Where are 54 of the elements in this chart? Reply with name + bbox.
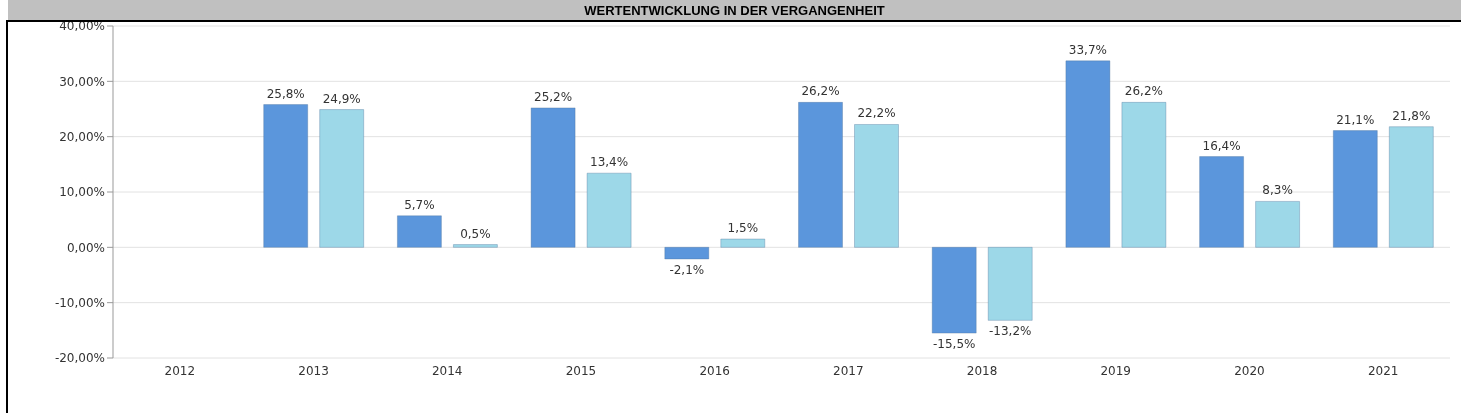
bar [530, 107, 576, 248]
x-tick-label: 2012 [164, 363, 196, 378]
y-tick-label: -20,00% [54, 351, 105, 366]
bar [1199, 156, 1245, 248]
y-tick-label: 10,00% [59, 185, 105, 200]
data-label: 8,3% [1262, 183, 1293, 198]
data-label: 26,2% [1124, 84, 1163, 99]
data-label: 33,7% [1068, 42, 1107, 57]
x-tick-label: 2021 [1367, 363, 1399, 378]
data-label: 24,9% [322, 91, 361, 106]
bar [396, 215, 442, 248]
bar [1065, 60, 1111, 248]
bar [1255, 200, 1301, 248]
x-tick-label: 2017 [833, 363, 864, 378]
data-label: 22,2% [857, 106, 896, 121]
chart-title: WERTENTWICKLUNG IN DER VERGANGENHEIT [584, 2, 885, 18]
y-tick-label: -10,00% [54, 295, 105, 310]
data-label: 0,5% [460, 226, 491, 241]
bar [452, 244, 498, 248]
y-tick-label: 40,00% [59, 19, 105, 34]
y-tick-label: 30,00% [59, 74, 105, 89]
data-label: 13,4% [590, 155, 629, 170]
bar [854, 123, 899, 248]
bar [1332, 130, 1378, 248]
bar [263, 104, 309, 248]
bar [720, 238, 766, 248]
y-tick-label: 0,00% [66, 240, 105, 255]
bar [1388, 126, 1434, 248]
bar [664, 246, 710, 260]
bar [798, 101, 843, 248]
x-tick-label: 2015 [565, 363, 597, 378]
y-tick-label: 20,00% [59, 129, 105, 144]
x-tick-label: 2014 [431, 363, 463, 378]
data-label: 1,5% [727, 221, 759, 236]
data-label: 21,8% [1392, 108, 1431, 123]
data-label: -2,1% [669, 262, 705, 277]
data-label: 16,4% [1202, 138, 1241, 153]
data-label: 5,7% [404, 197, 435, 212]
bar [586, 172, 632, 248]
bar [987, 246, 1033, 321]
data-label: 25,8% [266, 86, 305, 101]
bar [319, 109, 365, 248]
data-label: 26,2% [801, 84, 840, 99]
x-tick-label: 2019 [1100, 363, 1132, 378]
data-label: -13,2% [988, 324, 1032, 339]
bar [1121, 101, 1167, 248]
x-tick-label: 2013 [298, 363, 329, 378]
data-label: 21,1% [1336, 112, 1375, 127]
x-tick-label: 2016 [699, 363, 730, 378]
data-label: 25,2% [534, 89, 573, 104]
x-tick-label: 2020 [1234, 363, 1265, 378]
x-tick-label: 2018 [966, 363, 998, 378]
bar [931, 246, 977, 334]
data-label: -15,5% [932, 337, 976, 352]
